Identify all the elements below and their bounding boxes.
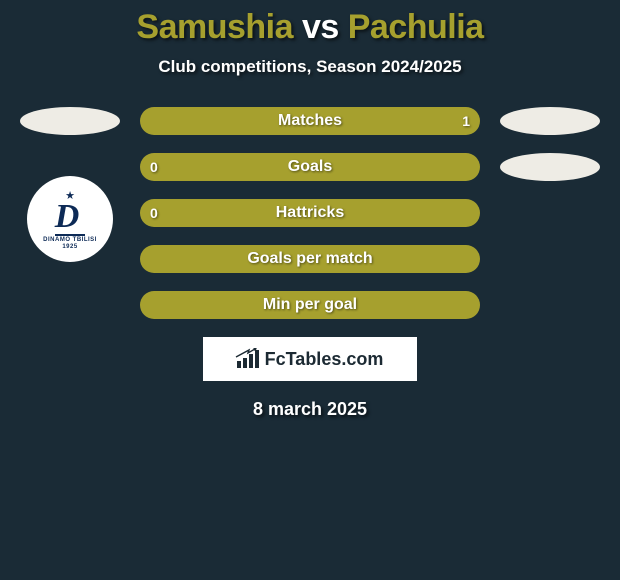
stat-value-left: 0 [150, 159, 158, 175]
stat-label: Hattricks [276, 204, 344, 222]
title-player-1: Samushia [136, 8, 293, 46]
stat-bar-mpg: Min per goal [140, 291, 480, 319]
stat-row: 0 Goals [0, 153, 620, 181]
player-ellipse-right [500, 107, 600, 135]
stat-row: Min per goal [0, 291, 620, 319]
title-player-2: Pachulia [348, 8, 484, 46]
stat-bar-gpm: Goals per match [140, 245, 480, 273]
club-logo-letter: D [55, 202, 86, 236]
stat-bar-matches: Matches 1 [140, 107, 480, 135]
brand-badge[interactable]: FcTables.com [203, 337, 417, 381]
date-label: 8 march 2025 [0, 399, 620, 420]
club-year: 1925 [62, 244, 77, 251]
club-name: DINAMO TBILISI [43, 237, 97, 244]
stat-label: Min per goal [263, 296, 357, 314]
player-ellipse-right [500, 153, 600, 181]
stat-bar-hattricks: 0 Hattricks [140, 199, 480, 227]
title-vs: vs [302, 8, 339, 46]
stat-label: Goals [288, 158, 332, 176]
page-title: Samushia vs Pachulia [0, 8, 620, 47]
club-badge: ★ D DINAMO TBILISI 1925 [27, 176, 113, 262]
stat-label: Goals per match [247, 250, 372, 268]
player-ellipse-left [20, 107, 120, 135]
bar-chart-icon [237, 350, 259, 368]
stat-bar-goals: 0 Goals [140, 153, 480, 181]
brand-text: FcTables.com [265, 349, 384, 370]
stat-row: Matches 1 [0, 107, 620, 135]
stat-value-right: 1 [462, 113, 470, 129]
stat-value-left: 0 [150, 205, 158, 221]
subtitle: Club competitions, Season 2024/2025 [0, 57, 620, 77]
stat-label: Matches [278, 112, 342, 130]
